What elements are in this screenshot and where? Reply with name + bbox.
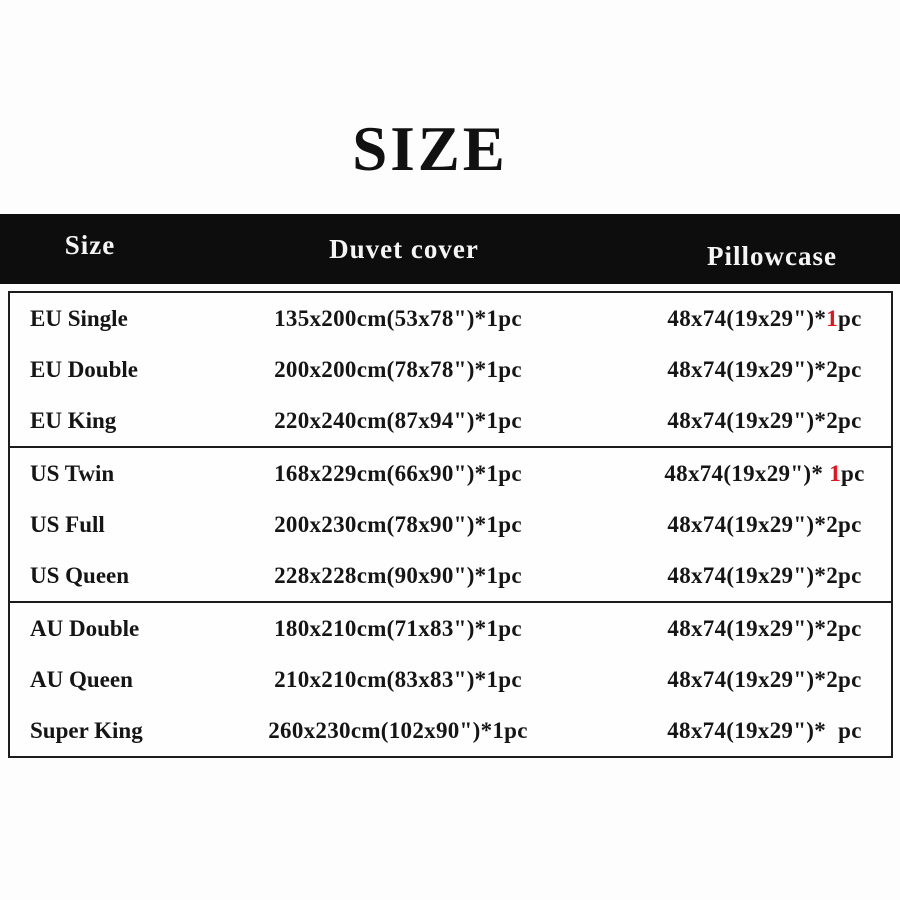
- pillowcase-qty: [826, 718, 838, 743]
- size-cell: AU Queen: [30, 666, 133, 692]
- duvet-cell: 168x229cm(66x90")*1pc: [274, 460, 522, 486]
- pillowcase-prefix: 48x74(19x29")*: [667, 615, 827, 641]
- size-cell: EU Double: [30, 356, 138, 382]
- pillowcase-cell: 48x74(19x29")* 1pc: [606, 461, 891, 487]
- pillowcase-cell: 48x74(19x29")*2pc: [606, 357, 891, 383]
- size-cell: AU Double: [30, 615, 140, 641]
- table-row: EU Double 200x200cm(78x78")*1pc 48x74(19…: [10, 344, 891, 395]
- table-group-us: US Twin 168x229cm(66x90")*1pc 48x74(19x2…: [10, 446, 891, 601]
- pillowcase-cell: 48x74(19x29")* pc: [606, 718, 891, 744]
- pillowcase-prefix: 48x74(19x29")*: [667, 717, 827, 743]
- pillowcase-suffix: pc: [838, 305, 862, 331]
- pillowcase-suffix: pc: [838, 562, 862, 588]
- table-row: EU Single 135x200cm(53x78")*1pc 48x74(19…: [10, 293, 891, 344]
- table-header-bar: Size Duvet cover Pillowcase: [0, 214, 900, 284]
- pillowcase-cell: 48x74(19x29")*2pc: [606, 563, 891, 589]
- header-col-size: Size: [64, 229, 116, 260]
- table-row: AU Queen 210x210cm(83x83")*1pc 48x74(19x…: [10, 654, 891, 705]
- pillowcase-cell: 48x74(19x29")*1pc: [606, 306, 891, 332]
- pillowcase-prefix: 48x74(19x29")*: [664, 460, 830, 486]
- duvet-cell: 180x210cm(71x83")*1pc: [274, 615, 522, 641]
- table-row: US Twin 168x229cm(66x90")*1pc 48x74(19x2…: [10, 448, 891, 499]
- pillowcase-qty: 2: [826, 666, 838, 692]
- duvet-cell: 200x200cm(78x78")*1pc: [274, 356, 522, 382]
- table-row: EU King 220x240cm(87x94")*1pc 48x74(19x2…: [10, 395, 891, 446]
- size-cell: Super King: [30, 717, 143, 743]
- page-title: SIZE: [352, 114, 508, 184]
- table-group-au: AU Double 180x210cm(71x83")*1pc 48x74(19…: [10, 601, 891, 756]
- size-cell: EU Single: [30, 305, 128, 331]
- duvet-cell: 260x230cm(102x90")*1pc: [268, 717, 528, 743]
- pillowcase-cell: 48x74(19x29")*2pc: [606, 512, 891, 538]
- table-row: Super King 260x230cm(102x90")*1pc 48x74(…: [10, 705, 891, 756]
- pillowcase-suffix: pc: [838, 511, 862, 537]
- pillowcase-cell: 48x74(19x29")*2pc: [606, 616, 891, 642]
- table-row: AU Double 180x210cm(71x83")*1pc 48x74(19…: [10, 603, 891, 654]
- size-cell: US Full: [30, 511, 105, 537]
- table-row: US Queen 228x228cm(90x90")*1pc 48x74(19x…: [10, 550, 891, 601]
- size-cell: US Queen: [30, 562, 130, 588]
- duvet-cell: 220x240cm(87x94")*1pc: [274, 407, 522, 433]
- pillowcase-qty: 2: [826, 511, 838, 537]
- pillowcase-suffix: pc: [838, 356, 862, 382]
- pillowcase-cell: 48x74(19x29")*2pc: [606, 667, 891, 693]
- pillowcase-cell: 48x74(19x29")*2pc: [606, 408, 891, 434]
- pillowcase-prefix: 48x74(19x29")*: [667, 305, 827, 331]
- size-table: EU Single 135x200cm(53x78")*1pc 48x74(19…: [8, 291, 893, 758]
- pillowcase-qty: 2: [826, 407, 838, 433]
- pillowcase-qty: 2: [826, 615, 838, 641]
- pillowcase-qty: 2: [826, 562, 838, 588]
- size-cell: EU King: [30, 407, 117, 433]
- pillowcase-suffix: pc: [838, 407, 862, 433]
- duvet-cell: 210x210cm(83x83")*1pc: [274, 666, 522, 692]
- pillowcase-suffix: pc: [838, 615, 862, 641]
- pillowcase-prefix: 48x74(19x29")*: [667, 356, 827, 382]
- bottom-whitespace: [0, 758, 900, 888]
- pillowcase-prefix: 48x74(19x29")*: [667, 511, 827, 537]
- table-row: US Full 200x230cm(78x90")*1pc 48x74(19x2…: [10, 499, 891, 550]
- size-chart-page: SIZE Size Duvet cover Pillowcase EU Sing…: [0, 118, 900, 900]
- pillowcase-qty: 1: [826, 305, 838, 331]
- duvet-cell: 135x200cm(53x78")*1pc: [274, 305, 522, 331]
- pillowcase-prefix: 48x74(19x29")*: [667, 562, 827, 588]
- duvet-cell: 228x228cm(90x90")*1pc: [274, 562, 522, 588]
- pillowcase-suffix: pc: [838, 666, 862, 692]
- table-group-eu: EU Single 135x200cm(53x78")*1pc 48x74(19…: [10, 293, 891, 446]
- pillowcase-suffix: pc: [841, 460, 865, 486]
- duvet-cell: 200x230cm(78x90")*1pc: [274, 511, 522, 537]
- pillowcase-qty: 1: [829, 460, 842, 486]
- pillowcase-qty: 2: [826, 356, 838, 382]
- size-cell: US Twin: [30, 460, 115, 486]
- pillowcase-prefix: 48x74(19x29")*: [667, 407, 827, 433]
- pillowcase-prefix: 48x74(19x29")*: [667, 666, 827, 692]
- header-col-duvet: Duvet cover: [329, 233, 479, 264]
- pillowcase-suffix: pc: [838, 717, 862, 743]
- header-col-pillowcase: Pillowcase: [707, 240, 837, 271]
